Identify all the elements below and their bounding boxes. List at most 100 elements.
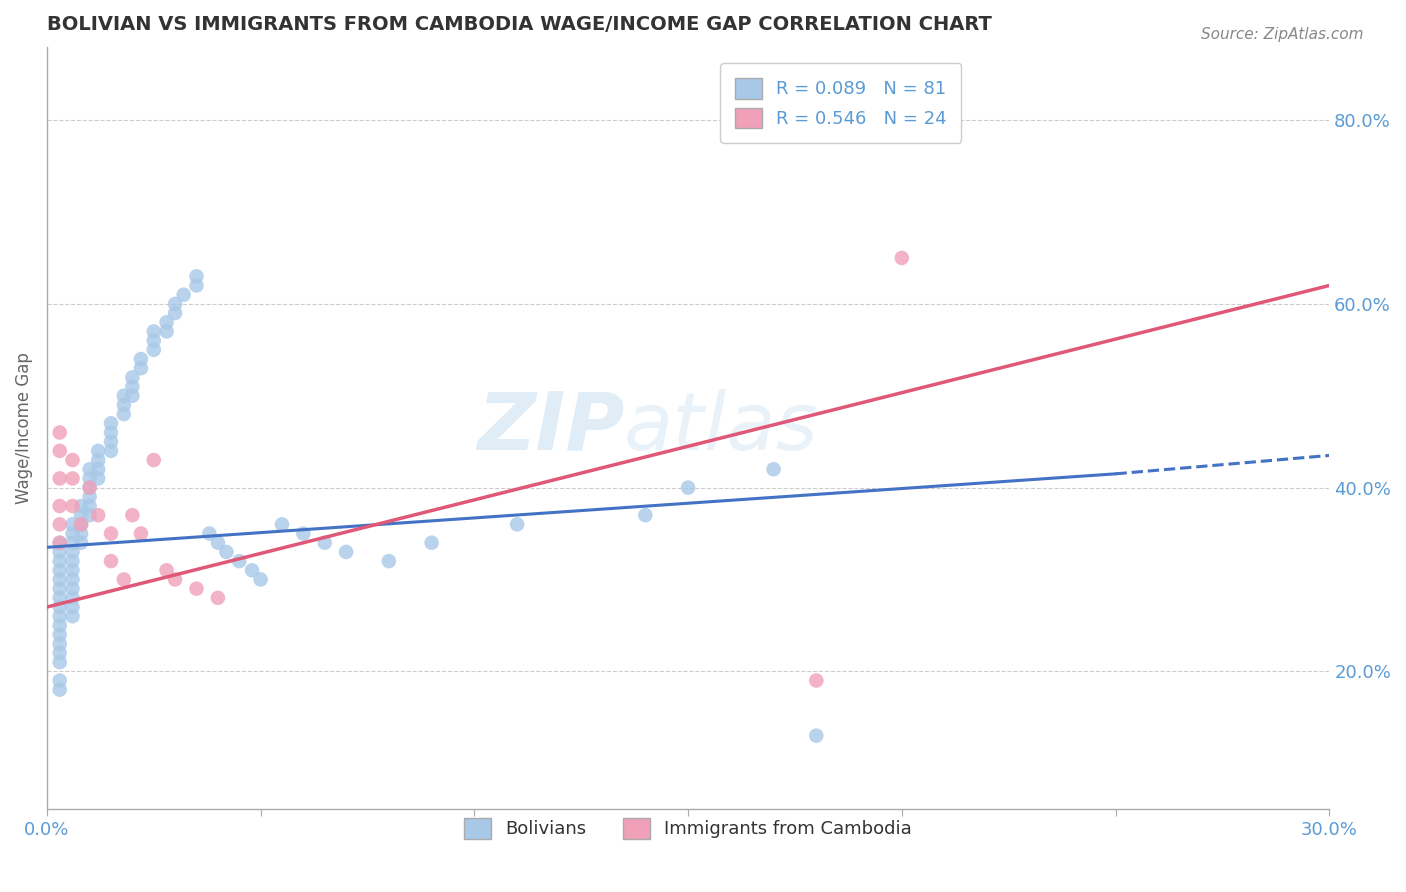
Point [129, 361, 152, 376]
Point [70, 508, 93, 523]
Point [155, 315, 177, 329]
Point [87, 471, 110, 485]
Point [79, 481, 101, 495]
Point [100, 443, 122, 458]
Point [62, 517, 84, 532]
Point [240, 563, 263, 577]
Point [70, 517, 93, 532]
Point [62, 471, 84, 485]
Point [79, 471, 101, 485]
Point [186, 582, 208, 596]
Point [48, 563, 70, 577]
Point [155, 563, 177, 577]
Point [100, 526, 122, 541]
Point [48, 627, 70, 641]
Point [207, 535, 229, 549]
Point [142, 325, 165, 339]
Point [806, 729, 828, 743]
Point [292, 526, 315, 541]
Point [48, 673, 70, 688]
Point [186, 269, 208, 284]
Point [112, 407, 135, 421]
Point [112, 398, 135, 412]
Point [62, 545, 84, 559]
Point [48, 425, 70, 440]
Point [62, 600, 84, 615]
Point [112, 573, 135, 587]
Point [198, 526, 221, 541]
Point [155, 325, 177, 339]
Point [62, 591, 84, 605]
Point [762, 462, 785, 476]
Point [87, 462, 110, 476]
Point [79, 499, 101, 513]
Point [48, 646, 70, 660]
Point [62, 535, 84, 549]
Point [87, 508, 110, 523]
Point [121, 379, 143, 393]
Point [634, 508, 657, 523]
Point [62, 582, 84, 596]
Point [165, 306, 187, 320]
Point [420, 535, 443, 549]
Point [62, 563, 84, 577]
Point [62, 499, 84, 513]
Point [165, 573, 187, 587]
Point [62, 526, 84, 541]
Point [129, 351, 152, 366]
Point [112, 389, 135, 403]
Point [506, 517, 529, 532]
Point [314, 535, 336, 549]
Point [142, 334, 165, 348]
Point [70, 535, 93, 549]
Point [228, 554, 250, 568]
Point [142, 453, 165, 467]
Point [79, 490, 101, 504]
Point [121, 508, 143, 523]
Point [249, 573, 271, 587]
Point [100, 554, 122, 568]
Point [48, 573, 70, 587]
Point [48, 591, 70, 605]
Point [121, 370, 143, 384]
Text: Source: ZipAtlas.com: Source: ZipAtlas.com [1201, 27, 1364, 42]
Point [271, 517, 294, 532]
Point [890, 251, 912, 265]
Point [79, 462, 101, 476]
Point [129, 526, 152, 541]
Point [48, 535, 70, 549]
Point [48, 582, 70, 596]
Point [48, 443, 70, 458]
Point [173, 287, 195, 301]
Point [48, 655, 70, 669]
Point [335, 545, 357, 559]
Point [62, 554, 84, 568]
Point [79, 508, 101, 523]
Point [48, 471, 70, 485]
Text: BOLIVIAN VS IMMIGRANTS FROM CAMBODIA WAGE/INCOME GAP CORRELATION CHART: BOLIVIAN VS IMMIGRANTS FROM CAMBODIA WAG… [46, 15, 991, 34]
Point [48, 517, 70, 532]
Point [100, 417, 122, 431]
Point [70, 526, 93, 541]
Point [48, 499, 70, 513]
Point [48, 618, 70, 632]
Point [87, 443, 110, 458]
Point [186, 278, 208, 293]
Point [165, 297, 187, 311]
Point [215, 545, 238, 559]
Point [48, 682, 70, 697]
Point [378, 554, 401, 568]
Point [87, 453, 110, 467]
Point [70, 517, 93, 532]
Point [207, 591, 229, 605]
Point [48, 545, 70, 559]
Text: ZIP: ZIP [477, 389, 624, 467]
Point [48, 600, 70, 615]
Legend: Bolivians, Immigrants from Cambodia: Bolivians, Immigrants from Cambodia [457, 811, 920, 846]
Point [48, 535, 70, 549]
Point [100, 425, 122, 440]
Point [48, 637, 70, 651]
Point [48, 609, 70, 624]
Point [79, 481, 101, 495]
Y-axis label: Wage/Income Gap: Wage/Income Gap [15, 352, 32, 504]
